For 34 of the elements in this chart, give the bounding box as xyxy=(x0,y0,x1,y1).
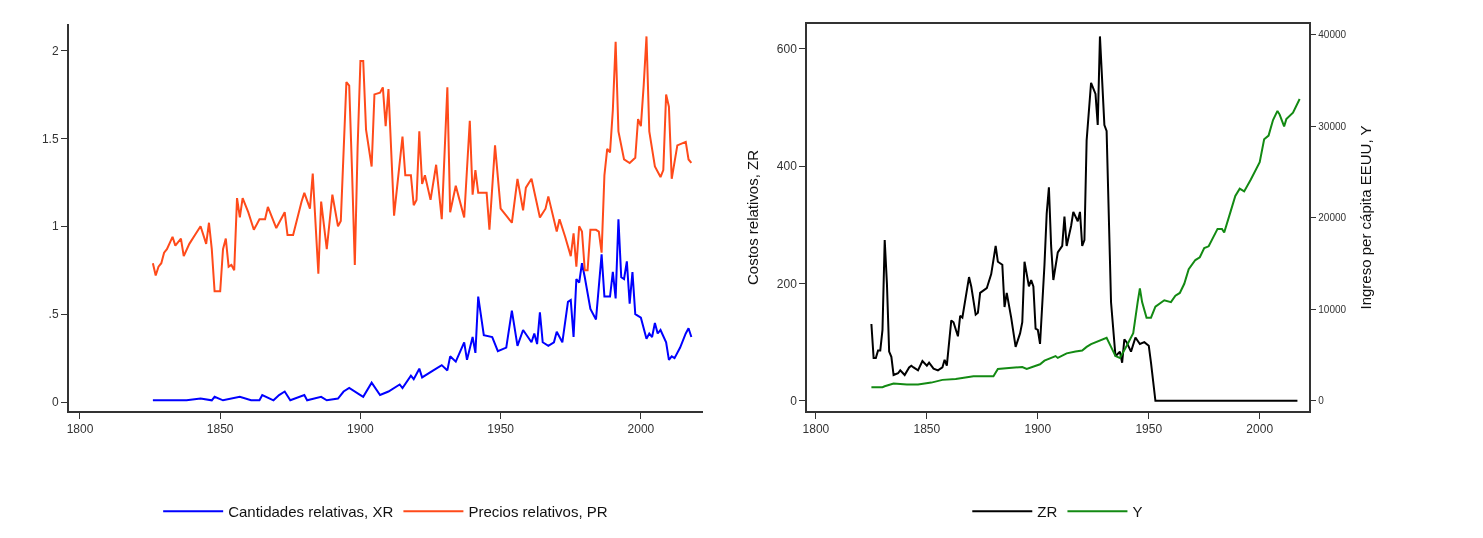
y-tick-label: 0 xyxy=(790,394,798,409)
legend-label: Precios relativos, PR xyxy=(468,503,608,521)
x-tick-label: 2000 xyxy=(627,422,655,436)
line-series xyxy=(870,35,1299,402)
y2-tick-label: 20000 xyxy=(1318,212,1347,224)
y2-tick-label: 10000 xyxy=(1318,303,1347,315)
y2-tick-label: 0 xyxy=(1318,395,1325,407)
y-tick-label: 2 xyxy=(51,43,59,58)
y-tick-label: 600 xyxy=(776,41,798,56)
x-tick-label: 1900 xyxy=(347,422,375,436)
x-tick-label: 1800 xyxy=(802,422,830,436)
y-tick-label: 200 xyxy=(776,276,798,291)
line-series xyxy=(151,218,693,402)
y2-axis-title: Ingreso per cápita EEUU, Y xyxy=(1357,125,1375,310)
y2-tick-label: 40000 xyxy=(1318,29,1347,41)
x-tick-label: 1800 xyxy=(66,422,94,436)
y-axis-title: Costos relativos, ZR xyxy=(743,149,761,285)
x-tick-label: 1950 xyxy=(487,422,515,436)
y-tick-label: 1.5 xyxy=(41,131,59,146)
x-tick-label: 1850 xyxy=(913,422,941,436)
y-tick-label: 1 xyxy=(51,219,59,234)
y-tick-label: .5 xyxy=(48,307,59,322)
line-series xyxy=(151,35,693,293)
y-tick-label: 400 xyxy=(776,159,798,174)
legend-label: Y xyxy=(1132,503,1143,521)
legend-label: ZR xyxy=(1037,503,1058,521)
y-tick-label: 0 xyxy=(51,395,59,410)
y2-tick-label: 30000 xyxy=(1318,120,1347,132)
x-tick-label: 1850 xyxy=(206,422,234,436)
x-tick-label: 1950 xyxy=(1135,422,1163,436)
x-tick-label: 1900 xyxy=(1024,422,1052,436)
x-tick-label: 2000 xyxy=(1246,422,1274,436)
legend-label: Cantidades relativas, XR xyxy=(228,503,394,521)
line-series xyxy=(870,98,1301,389)
